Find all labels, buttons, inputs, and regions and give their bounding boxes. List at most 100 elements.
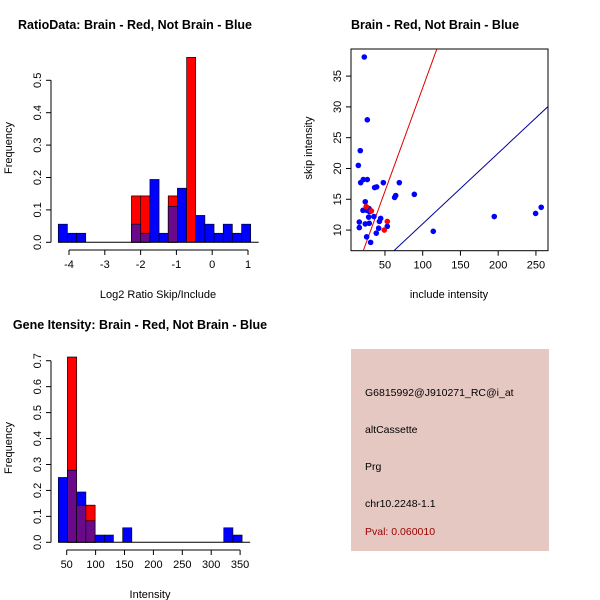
scatter-point — [384, 218, 391, 225]
chart3-title: Gene Itensity: Brain - Red, Not Brain - … — [13, 318, 267, 332]
scatter-point — [363, 203, 370, 210]
fit-line — [393, 106, 548, 251]
fit-lines — [362, 49, 548, 251]
y-tick-label: 0.4 — [32, 431, 44, 446]
x-tick-label: 150 — [115, 559, 133, 571]
scatter-point — [538, 204, 545, 211]
y-tick-label: 0.3 — [32, 137, 44, 152]
scatter-point — [376, 218, 383, 225]
bar-not-brain — [76, 232, 87, 243]
scatter-point — [392, 192, 399, 199]
scatter-point — [384, 223, 391, 230]
x-tick-label: -1 — [172, 259, 182, 271]
chart1-title: RatioData: Brain - Red, Not Brain - Blue — [18, 18, 252, 32]
chart1-ylabel: Frequency — [3, 122, 15, 174]
scatter-point — [360, 207, 366, 214]
chart1-xlabel: Log2 Ratio Skip/Include — [100, 289, 216, 301]
scatter-point — [367, 239, 374, 246]
chart1-histogram: -4 -3 -2 -1 0 1 0.0 0.1 0.2 0.3 0.4 0.5 — [32, 56, 259, 271]
y-tick-label: 0.6 — [32, 379, 44, 394]
bar-overlap — [85, 520, 96, 543]
x-tick-label: 1 — [245, 259, 251, 271]
bar-not-brain — [94, 534, 105, 543]
bar-not-brain — [232, 232, 242, 243]
scatter-point — [366, 220, 373, 227]
scatter-point — [373, 184, 380, 190]
x-tick-label: 50 — [61, 559, 73, 571]
bar-not-brain — [177, 187, 187, 243]
y-tick-label: 0.1 — [32, 509, 44, 524]
y-tick-label: 20 — [332, 162, 344, 174]
y-tick-label: 0.4 — [32, 105, 44, 120]
chart2-ylabel: skip intensity — [303, 116, 315, 179]
chart2-scatter: 50 100 150 200 250 10 15 20 25 30 35 — [332, 48, 549, 272]
bar-not-brain — [195, 215, 206, 243]
bar-not-brain — [158, 232, 169, 243]
x-tick-label: 200 — [489, 260, 507, 272]
scatter-point — [357, 147, 364, 154]
plot-frame — [350, 48, 549, 252]
bar-not-brain — [222, 223, 233, 243]
y-tick-label: 30 — [332, 101, 344, 113]
scatter-point — [362, 198, 369, 205]
gene-name: Prg — [365, 461, 382, 473]
x-tick-label: 100 — [414, 260, 432, 272]
y-tick-label: 0.3 — [32, 457, 44, 472]
bar-not-brain — [57, 223, 68, 243]
bar-brain — [186, 56, 197, 243]
y-tick-label: 0.1 — [32, 202, 44, 217]
y-tick-label: 0.5 — [32, 405, 44, 420]
scatter-point — [355, 162, 362, 169]
scatter-point — [375, 225, 382, 232]
chromosome-location: chr10.2248-1.1 — [365, 498, 436, 510]
scatter-point — [381, 227, 388, 233]
bar-not-brain — [149, 179, 160, 243]
bar-overlap — [67, 469, 77, 543]
bar-not-brain — [103, 534, 114, 543]
chart2-title: Brain - Red, Not Brain - Blue — [351, 18, 519, 32]
y-tick-label: 0.0 — [32, 235, 44, 250]
x-tick-label: 300 — [202, 559, 220, 571]
x-tick-label: 0 — [209, 259, 215, 271]
bar-not-brain — [241, 223, 252, 243]
x-tick-label: -2 — [136, 259, 146, 271]
bar-not-brain — [67, 232, 77, 243]
bar-overlap — [167, 206, 178, 243]
y-tick-label: 0.5 — [32, 73, 44, 88]
event-type: altCassette — [365, 424, 418, 436]
scatter-point — [491, 213, 498, 220]
bar-not-brain — [204, 223, 215, 243]
x-tick-label: 250 — [173, 559, 191, 571]
y-tick-label: 15 — [332, 193, 344, 205]
chart2-xlabel: include intensity — [410, 289, 489, 301]
bar-not-brain — [223, 527, 234, 543]
y-tick-label: 25 — [332, 132, 344, 144]
bar-not-brain — [122, 527, 133, 543]
scatter-point — [356, 219, 363, 225]
y-tick-label: 0.0 — [32, 535, 44, 550]
x-tick-label: 150 — [451, 260, 469, 272]
x-tick-label: 250 — [527, 260, 545, 272]
chart3-xlabel: Intensity — [130, 589, 171, 600]
scatter-point — [365, 214, 372, 220]
scatter-point — [356, 224, 363, 231]
scatter-point — [430, 228, 437, 235]
scatter-point — [532, 210, 539, 217]
chart3-ylabel: Frequency — [3, 422, 15, 474]
x-tick-label: 50 — [379, 260, 391, 272]
y-tick-label: 0.7 — [32, 353, 44, 368]
y-tick-label: 10 — [332, 224, 344, 236]
scatter-point — [380, 179, 387, 186]
scatter-point — [363, 234, 370, 240]
fit-line — [362, 49, 438, 251]
bar-overlap — [76, 504, 87, 543]
bar-overlap — [140, 232, 151, 243]
x-tick-label: 100 — [86, 559, 104, 571]
y-tick-label: 35 — [332, 70, 344, 82]
x-tick-label: -3 — [100, 259, 110, 271]
scatter-point — [368, 208, 375, 214]
bar-overlap — [131, 223, 142, 243]
bar-not-brain — [213, 232, 224, 243]
scatter-point — [373, 230, 380, 236]
